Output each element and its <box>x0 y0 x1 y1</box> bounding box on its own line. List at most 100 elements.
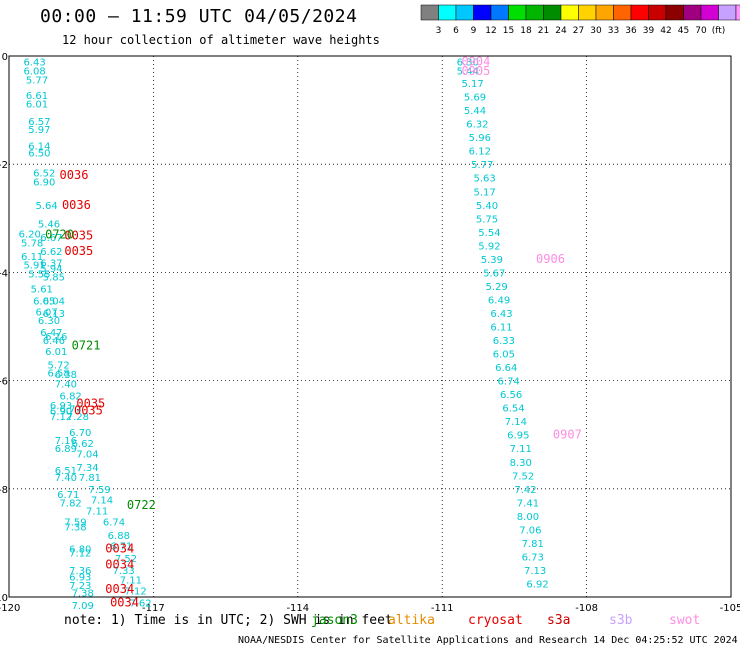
wave-height-point: 7.04 <box>76 450 98 461</box>
wave-height-point: 6.30 <box>38 316 60 327</box>
wave-height-point: 6.12 <box>469 147 491 158</box>
wave-height-point: 6.32 <box>466 120 488 131</box>
wave-height-point: 5.44 <box>457 67 479 78</box>
wave-height-point: 6.11 <box>490 323 512 334</box>
wave-height-point: 7.11 <box>120 576 142 587</box>
wave-height-point: 7.59 <box>64 517 86 528</box>
wave-height-point: 6.37 <box>40 259 62 270</box>
wave-height-point: 6.38 <box>55 370 77 381</box>
wave-height-point: 6.71 <box>110 542 132 553</box>
wave-height-point: 5.61 <box>31 285 53 296</box>
y-tick-label: -2 <box>0 160 8 171</box>
pass-time-label: 0907 <box>553 428 582 442</box>
wave-height-point: 7.38 <box>72 589 94 600</box>
wave-height-point: 6.93 <box>69 572 91 583</box>
colorbar-tick-label: 3 <box>436 26 442 36</box>
wave-height-point: 7.40 <box>55 379 77 390</box>
wave-height-point: 7.52 <box>115 554 137 565</box>
wave-height-point: 6.89 <box>55 444 77 455</box>
wave-height-point: 5.69 <box>464 93 486 104</box>
wave-height-point: 6.01 <box>45 347 67 358</box>
wave-height-point: 6.88 <box>108 531 130 542</box>
wave-height-point: 6.52 <box>33 168 55 179</box>
wave-height-point: 5.72 <box>48 360 70 371</box>
wave-height-point: 6.05 <box>33 297 55 308</box>
wave-height-point: 8.00 <box>517 512 539 523</box>
colorbar-tick-label: 18 <box>520 26 532 36</box>
wave-height-point: 6.49 <box>488 295 510 306</box>
colorbar-tick-label: (ft) <box>712 26 726 36</box>
wave-height-point: 5.77 <box>26 75 48 86</box>
colorbar-tick-label: 9 <box>471 26 477 36</box>
colorbar-tick-label: 33 <box>608 26 619 36</box>
wave-height-point: 7.33 <box>112 566 134 577</box>
colorbar-tick-label: 36 <box>625 26 637 36</box>
pass-time-label: 0034 <box>110 595 139 609</box>
pass-time-label: 0906 <box>536 252 565 266</box>
wave-height-point: 7.34 <box>76 463 98 474</box>
pass-time-label: 0905 <box>461 64 490 78</box>
wave-height-point: 5.92 <box>478 241 500 252</box>
y-tick-label: 0 <box>2 52 8 63</box>
colorbar: 3 6 9 12 15 18 21 24 27 30 33 36 39 42 45 70 (ft) <box>420 4 740 36</box>
pass-time-label: 0722 <box>127 498 156 512</box>
pass-time-label: 0034 <box>105 582 134 596</box>
colorbar-tick-label: 45 <box>678 26 689 36</box>
pass-time-label: 0035 <box>64 229 93 243</box>
wave-height-point: 7.38 <box>64 523 86 534</box>
colorbar-tick-label: 39 <box>643 26 655 36</box>
x-tick-label: -120 <box>0 603 20 614</box>
colorbar-tick-label: 30 <box>590 26 602 36</box>
wave-height-point: 6.14 <box>28 141 50 152</box>
colorbar-tick-label: 70 <box>695 26 707 36</box>
legend-s3b: s3b <box>609 613 633 628</box>
wave-height-point: 5.94 <box>40 264 62 275</box>
wave-height-point: 7.06 <box>519 525 541 536</box>
wave-height-point: 6.57 <box>28 117 50 128</box>
pass-time-label: 0721 <box>72 338 101 352</box>
colorbar-tick-label: 27 <box>573 26 584 36</box>
wave-height-point: 7.23 <box>69 581 91 592</box>
wave-height-point: 6.30 <box>457 57 479 68</box>
legend-cryosat: cryosat <box>468 613 523 628</box>
wave-height-point: 7.14 <box>91 496 113 507</box>
wave-height-point: 5.40 <box>476 201 498 212</box>
wave-height-point: 7.42 <box>514 485 536 496</box>
wave-height-point: 5.17 <box>473 187 495 198</box>
wave-height-point: 6.13 <box>43 309 65 320</box>
wave-height-point: 7.52 <box>512 471 534 482</box>
wave-height-point: 6.90 <box>50 406 72 417</box>
wave-height-point: 6.50 <box>28 148 50 159</box>
wave-height-point: 5.67 <box>483 268 505 279</box>
colorbar-tick-label: 15 <box>503 26 514 36</box>
wave-height-point: 6.62 <box>72 439 94 450</box>
pass-time-label: 0036 <box>62 198 91 212</box>
plot-frame <box>8 55 732 598</box>
wave-height-point: 6.08 <box>23 67 45 78</box>
wave-height-point: 6.90 <box>33 178 55 189</box>
wave-height-point: 5.63 <box>473 174 495 185</box>
wave-height-point: 6.43 <box>490 309 512 320</box>
wave-height-point: 6.71 <box>57 490 79 501</box>
colorbar-tick-label: 12 <box>485 26 496 36</box>
wave-height-point: 7.81 <box>79 473 101 484</box>
wave-height-point: 7.28 <box>67 412 89 423</box>
wave-height-point: 6.95 <box>507 431 529 442</box>
wave-height-point: 6.46 <box>43 336 65 347</box>
chart-subtitle: 12 hour collection of altimeter wave hei… <box>62 33 380 47</box>
wave-height-point: 5.17 <box>461 79 483 90</box>
pass-time-label: 0036 <box>60 168 89 182</box>
wave-height-point: 5.55 <box>28 269 50 280</box>
wave-height-point: 7.16 <box>55 436 77 447</box>
wave-height-point: 7.12 <box>125 587 147 598</box>
wave-height-point: 6.80 <box>69 544 91 555</box>
wave-height-point: 6.62 <box>40 247 62 258</box>
legend-altika: altika <box>388 613 435 628</box>
wave-height-point: 6.54 <box>502 404 524 415</box>
wave-height-point: 7.62 <box>129 598 151 609</box>
pass-time-label: 0035 <box>64 244 93 258</box>
wave-height-point: 6.01 <box>26 100 48 111</box>
wave-height-point: 7.59 <box>88 485 110 496</box>
wave-height-point: 5.29 <box>486 282 508 293</box>
